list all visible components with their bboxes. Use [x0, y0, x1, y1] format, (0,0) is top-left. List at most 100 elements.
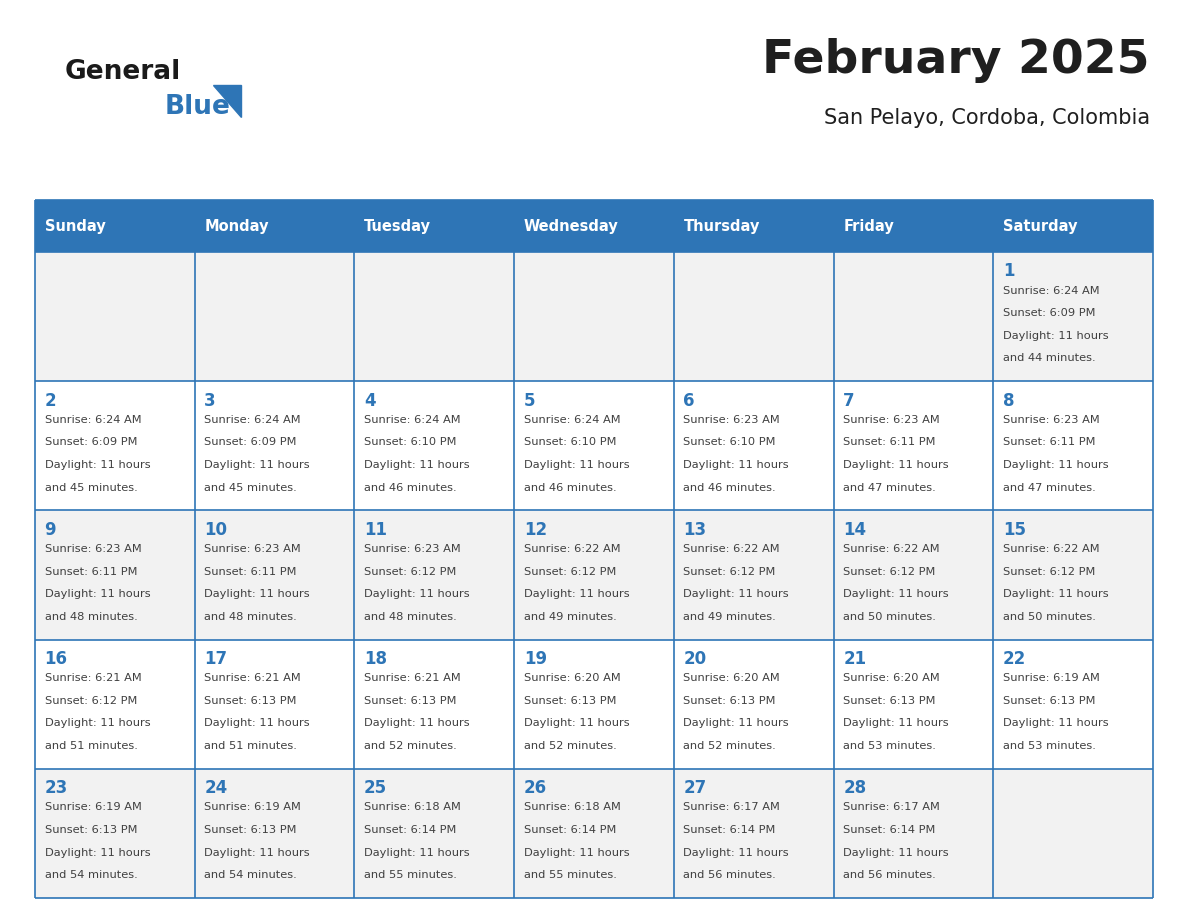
Text: Sunrise: 6:23 AM: Sunrise: 6:23 AM: [683, 415, 781, 425]
Text: and 52 minutes.: and 52 minutes.: [524, 741, 617, 751]
Bar: [514, 200, 674, 252]
Text: 28: 28: [843, 779, 866, 797]
Text: Sunset: 6:13 PM: Sunset: 6:13 PM: [843, 696, 936, 706]
Text: San Pelayo, Cordoba, Colombia: San Pelayo, Cordoba, Colombia: [823, 108, 1150, 128]
Bar: [34, 640, 1154, 768]
Text: Sunrise: 6:24 AM: Sunrise: 6:24 AM: [1003, 285, 1099, 296]
Text: Daylight: 11 hours: Daylight: 11 hours: [683, 460, 789, 470]
Text: and 52 minutes.: and 52 minutes.: [683, 741, 776, 751]
Text: Sunset: 6:12 PM: Sunset: 6:12 PM: [364, 566, 456, 577]
Text: Sunset: 6:11 PM: Sunset: 6:11 PM: [1003, 437, 1095, 447]
Text: Daylight: 11 hours: Daylight: 11 hours: [364, 589, 469, 599]
Text: 5: 5: [524, 392, 536, 409]
Text: Sunset: 6:13 PM: Sunset: 6:13 PM: [204, 825, 297, 835]
Bar: [993, 200, 1154, 252]
Text: Sunrise: 6:20 AM: Sunrise: 6:20 AM: [843, 673, 940, 683]
Text: Sunset: 6:09 PM: Sunset: 6:09 PM: [1003, 308, 1095, 319]
Text: Daylight: 11 hours: Daylight: 11 hours: [204, 847, 310, 857]
Text: and 53 minutes.: and 53 minutes.: [1003, 741, 1095, 751]
Text: and 56 minutes.: and 56 minutes.: [683, 870, 776, 880]
Text: Daylight: 11 hours: Daylight: 11 hours: [843, 589, 949, 599]
Text: Thursday: Thursday: [683, 218, 760, 233]
Text: 25: 25: [364, 779, 387, 797]
Text: Sunset: 6:12 PM: Sunset: 6:12 PM: [45, 696, 137, 706]
Text: General: General: [65, 59, 182, 85]
Text: 19: 19: [524, 650, 546, 668]
Text: and 50 minutes.: and 50 minutes.: [843, 611, 936, 621]
Bar: [34, 510, 1154, 640]
Text: Sunset: 6:14 PM: Sunset: 6:14 PM: [843, 825, 935, 835]
Text: Sunrise: 6:23 AM: Sunrise: 6:23 AM: [45, 544, 141, 554]
Text: Sunday: Sunday: [45, 218, 106, 233]
Text: Wednesday: Wednesday: [524, 218, 619, 233]
Text: and 47 minutes.: and 47 minutes.: [1003, 483, 1095, 493]
Text: Daylight: 11 hours: Daylight: 11 hours: [204, 719, 310, 728]
Text: Sunset: 6:13 PM: Sunset: 6:13 PM: [1003, 696, 1095, 706]
Text: Sunrise: 6:22 AM: Sunrise: 6:22 AM: [843, 544, 940, 554]
Text: Sunset: 6:09 PM: Sunset: 6:09 PM: [204, 437, 297, 447]
Text: 7: 7: [843, 392, 855, 409]
Text: Sunrise: 6:21 AM: Sunrise: 6:21 AM: [364, 673, 461, 683]
Text: and 54 minutes.: and 54 minutes.: [204, 870, 297, 880]
Text: 9: 9: [45, 521, 56, 539]
Text: 10: 10: [204, 521, 227, 539]
Text: and 50 minutes.: and 50 minutes.: [1003, 611, 1095, 621]
Text: Daylight: 11 hours: Daylight: 11 hours: [204, 460, 310, 470]
Text: Daylight: 11 hours: Daylight: 11 hours: [524, 460, 630, 470]
Text: Sunrise: 6:20 AM: Sunrise: 6:20 AM: [524, 673, 620, 683]
Text: Daylight: 11 hours: Daylight: 11 hours: [45, 847, 150, 857]
Text: Sunset: 6:11 PM: Sunset: 6:11 PM: [45, 566, 137, 577]
Text: 12: 12: [524, 521, 546, 539]
Text: and 46 minutes.: and 46 minutes.: [524, 483, 617, 493]
Text: and 49 minutes.: and 49 minutes.: [683, 611, 776, 621]
Text: Sunrise: 6:23 AM: Sunrise: 6:23 AM: [1003, 415, 1100, 425]
Text: Daylight: 11 hours: Daylight: 11 hours: [524, 847, 630, 857]
Text: 18: 18: [364, 650, 387, 668]
Text: Sunset: 6:13 PM: Sunset: 6:13 PM: [204, 696, 297, 706]
Bar: [195, 200, 354, 252]
Text: Sunrise: 6:18 AM: Sunrise: 6:18 AM: [524, 802, 620, 812]
Text: Sunset: 6:12 PM: Sunset: 6:12 PM: [683, 566, 776, 577]
Bar: [354, 200, 514, 252]
Text: Daylight: 11 hours: Daylight: 11 hours: [843, 460, 949, 470]
Text: Sunrise: 6:19 AM: Sunrise: 6:19 AM: [1003, 673, 1100, 683]
Text: and 48 minutes.: and 48 minutes.: [204, 611, 297, 621]
Text: Sunset: 6:13 PM: Sunset: 6:13 PM: [683, 696, 776, 706]
Text: Sunrise: 6:24 AM: Sunrise: 6:24 AM: [204, 415, 301, 425]
Text: 15: 15: [1003, 521, 1026, 539]
Text: Sunrise: 6:20 AM: Sunrise: 6:20 AM: [683, 673, 781, 683]
Text: and 55 minutes.: and 55 minutes.: [364, 870, 457, 880]
Text: Daylight: 11 hours: Daylight: 11 hours: [683, 589, 789, 599]
Text: Sunrise: 6:19 AM: Sunrise: 6:19 AM: [45, 802, 141, 812]
Text: 2: 2: [45, 392, 56, 409]
Text: Daylight: 11 hours: Daylight: 11 hours: [1003, 589, 1108, 599]
Text: Daylight: 11 hours: Daylight: 11 hours: [1003, 460, 1108, 470]
Text: Daylight: 11 hours: Daylight: 11 hours: [364, 460, 469, 470]
Text: and 47 minutes.: and 47 minutes.: [843, 483, 936, 493]
Text: February 2025: February 2025: [763, 38, 1150, 83]
Text: Blue: Blue: [165, 94, 230, 120]
Text: Sunset: 6:09 PM: Sunset: 6:09 PM: [45, 437, 137, 447]
Text: 14: 14: [843, 521, 866, 539]
Bar: [34, 200, 195, 252]
Text: Monday: Monday: [204, 218, 268, 233]
Text: Daylight: 11 hours: Daylight: 11 hours: [364, 847, 469, 857]
Text: Tuesday: Tuesday: [364, 218, 431, 233]
Text: Sunset: 6:14 PM: Sunset: 6:14 PM: [364, 825, 456, 835]
Text: Friday: Friday: [843, 218, 893, 233]
Text: 27: 27: [683, 779, 707, 797]
Text: Daylight: 11 hours: Daylight: 11 hours: [524, 719, 630, 728]
Polygon shape: [213, 85, 241, 117]
Text: and 46 minutes.: and 46 minutes.: [683, 483, 776, 493]
Text: 21: 21: [843, 650, 866, 668]
Text: 20: 20: [683, 650, 707, 668]
Bar: [34, 768, 1154, 898]
Text: Daylight: 11 hours: Daylight: 11 hours: [45, 460, 150, 470]
Text: 3: 3: [204, 392, 216, 409]
Text: and 52 minutes.: and 52 minutes.: [364, 741, 456, 751]
Text: Daylight: 11 hours: Daylight: 11 hours: [524, 589, 630, 599]
Text: Daylight: 11 hours: Daylight: 11 hours: [364, 719, 469, 728]
Text: Sunset: 6:13 PM: Sunset: 6:13 PM: [364, 696, 456, 706]
Text: Sunrise: 6:23 AM: Sunrise: 6:23 AM: [204, 544, 301, 554]
Text: Sunrise: 6:24 AM: Sunrise: 6:24 AM: [45, 415, 141, 425]
